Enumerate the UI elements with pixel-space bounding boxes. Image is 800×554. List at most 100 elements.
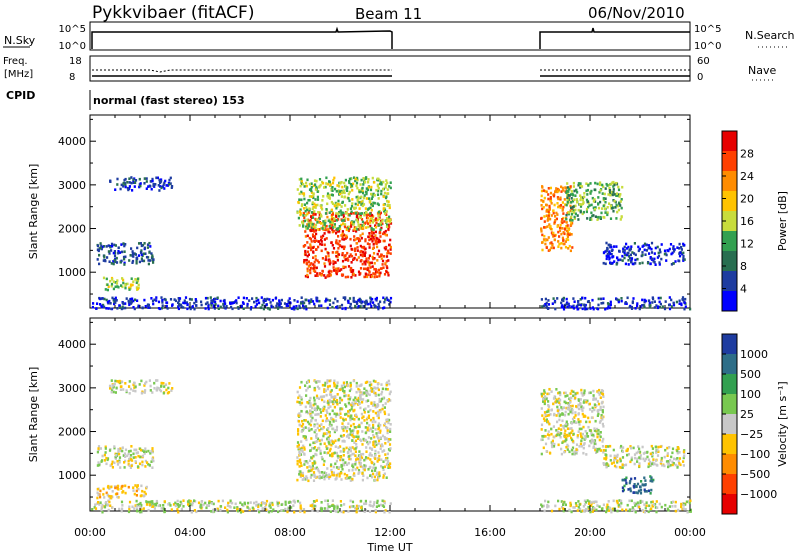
heatmap-cell [304, 419, 307, 422]
heatmap-cell [575, 443, 579, 446]
heatmap-cell [372, 390, 375, 393]
heatmap-cell [658, 300, 661, 304]
heatmap-cell [310, 469, 313, 472]
heatmap-cell [554, 215, 557, 218]
heatmap-cell [302, 183, 305, 186]
heatmap-cell [299, 414, 302, 417]
heatmap-cell [276, 502, 279, 505]
heatmap-cell [316, 440, 319, 443]
heatmap-cell [359, 406, 362, 410]
heatmap-cell [547, 303, 550, 306]
heatmap-cell [389, 238, 392, 242]
heatmap-cell [297, 443, 300, 447]
heatmap-cell [591, 214, 594, 218]
heatmap-cell [540, 194, 543, 198]
heatmap-cell [601, 507, 604, 510]
heatmap-cell [386, 266, 389, 270]
heatmap-cell [386, 426, 389, 430]
heatmap-cell [104, 445, 107, 449]
heatmap-cell [117, 285, 120, 289]
heatmap-cell [647, 462, 650, 466]
heatmap-cell [124, 255, 127, 259]
heatmap-cell [540, 189, 544, 193]
heatmap-cell [581, 198, 584, 202]
heatmap-cell [647, 458, 651, 462]
heatmap-cell [543, 399, 546, 403]
heatmap-cell [314, 408, 318, 412]
heatmap-cell [351, 429, 354, 433]
heatmap-cell [148, 241, 151, 245]
heatmap-cell [667, 509, 670, 512]
heatmap-cell [341, 422, 344, 425]
heatmap-cell [363, 502, 366, 506]
heatmap-cell [562, 503, 565, 506]
heatmap-cell [560, 242, 563, 245]
heatmap-cell [147, 449, 150, 453]
nave-tick-top: 60 [697, 56, 710, 67]
heatmap-cell [350, 414, 353, 418]
heatmap-cell [543, 389, 546, 392]
heatmap-cell [540, 423, 544, 427]
heatmap-cell [669, 464, 672, 467]
heatmap-cell [140, 510, 143, 513]
heatmap-cell [296, 478, 299, 482]
heatmap-cell [341, 236, 344, 239]
heatmap-cell [570, 233, 573, 236]
heatmap-cell [649, 452, 652, 456]
heatmap-cell [364, 177, 367, 180]
heatmap-cell [371, 255, 374, 259]
heatmap-cell [636, 457, 639, 461]
heatmap-cell [590, 431, 593, 435]
heatmap-cell [620, 466, 623, 469]
heatmap-cell [103, 459, 106, 462]
heatmap-cell [337, 438, 340, 442]
heatmap-cell [298, 460, 301, 463]
heatmap-cell [255, 299, 258, 303]
heatmap-cell [303, 448, 306, 451]
heatmap-cell [378, 471, 381, 474]
heatmap-cell [311, 300, 315, 303]
heatmap-cell [543, 411, 547, 414]
heatmap-cell [632, 484, 635, 488]
heatmap-cell [579, 184, 582, 187]
heatmap-cell [349, 268, 352, 272]
heatmap-cell [568, 450, 571, 454]
heatmap-cell [668, 296, 671, 299]
heatmap-cell [389, 438, 392, 441]
heatmap-cell [330, 241, 333, 244]
heatmap-cell [123, 261, 126, 265]
heatmap-cell [97, 461, 100, 464]
heatmap-cell [170, 389, 173, 392]
heatmap-cell [321, 270, 324, 273]
heatmap-cell [540, 452, 543, 456]
heatmap-cell [540, 394, 544, 398]
y-tick-label: 1000 [58, 266, 86, 279]
heatmap-cell [169, 176, 172, 180]
heatmap-cell [347, 436, 351, 440]
heatmap-cell [305, 181, 308, 185]
heatmap-cell [236, 509, 240, 513]
heatmap-cell [304, 426, 307, 429]
heatmap-cell [579, 507, 582, 511]
heatmap-cell [565, 438, 568, 441]
heatmap-cell [643, 242, 647, 246]
heatmap-cell [340, 471, 343, 475]
heatmap-cell [312, 205, 315, 209]
heatmap-cell [333, 451, 336, 455]
heatmap-cell [306, 477, 309, 480]
heatmap-cell [622, 446, 625, 449]
heatmap-cell [320, 206, 323, 209]
heatmap-cell [388, 225, 391, 229]
heatmap-cell [304, 253, 307, 257]
heatmap-cell [565, 297, 568, 301]
heatmap-cell [368, 453, 371, 457]
heatmap-cell [326, 411, 329, 414]
heatmap-cell [296, 307, 299, 311]
heatmap-cell [541, 504, 544, 508]
heatmap-cell [322, 195, 325, 198]
heatmap-cell [664, 300, 667, 303]
heatmap-cell [365, 446, 368, 449]
heatmap-cell [144, 447, 147, 450]
heatmap-cell [153, 381, 156, 385]
heatmap-cell [354, 460, 357, 464]
